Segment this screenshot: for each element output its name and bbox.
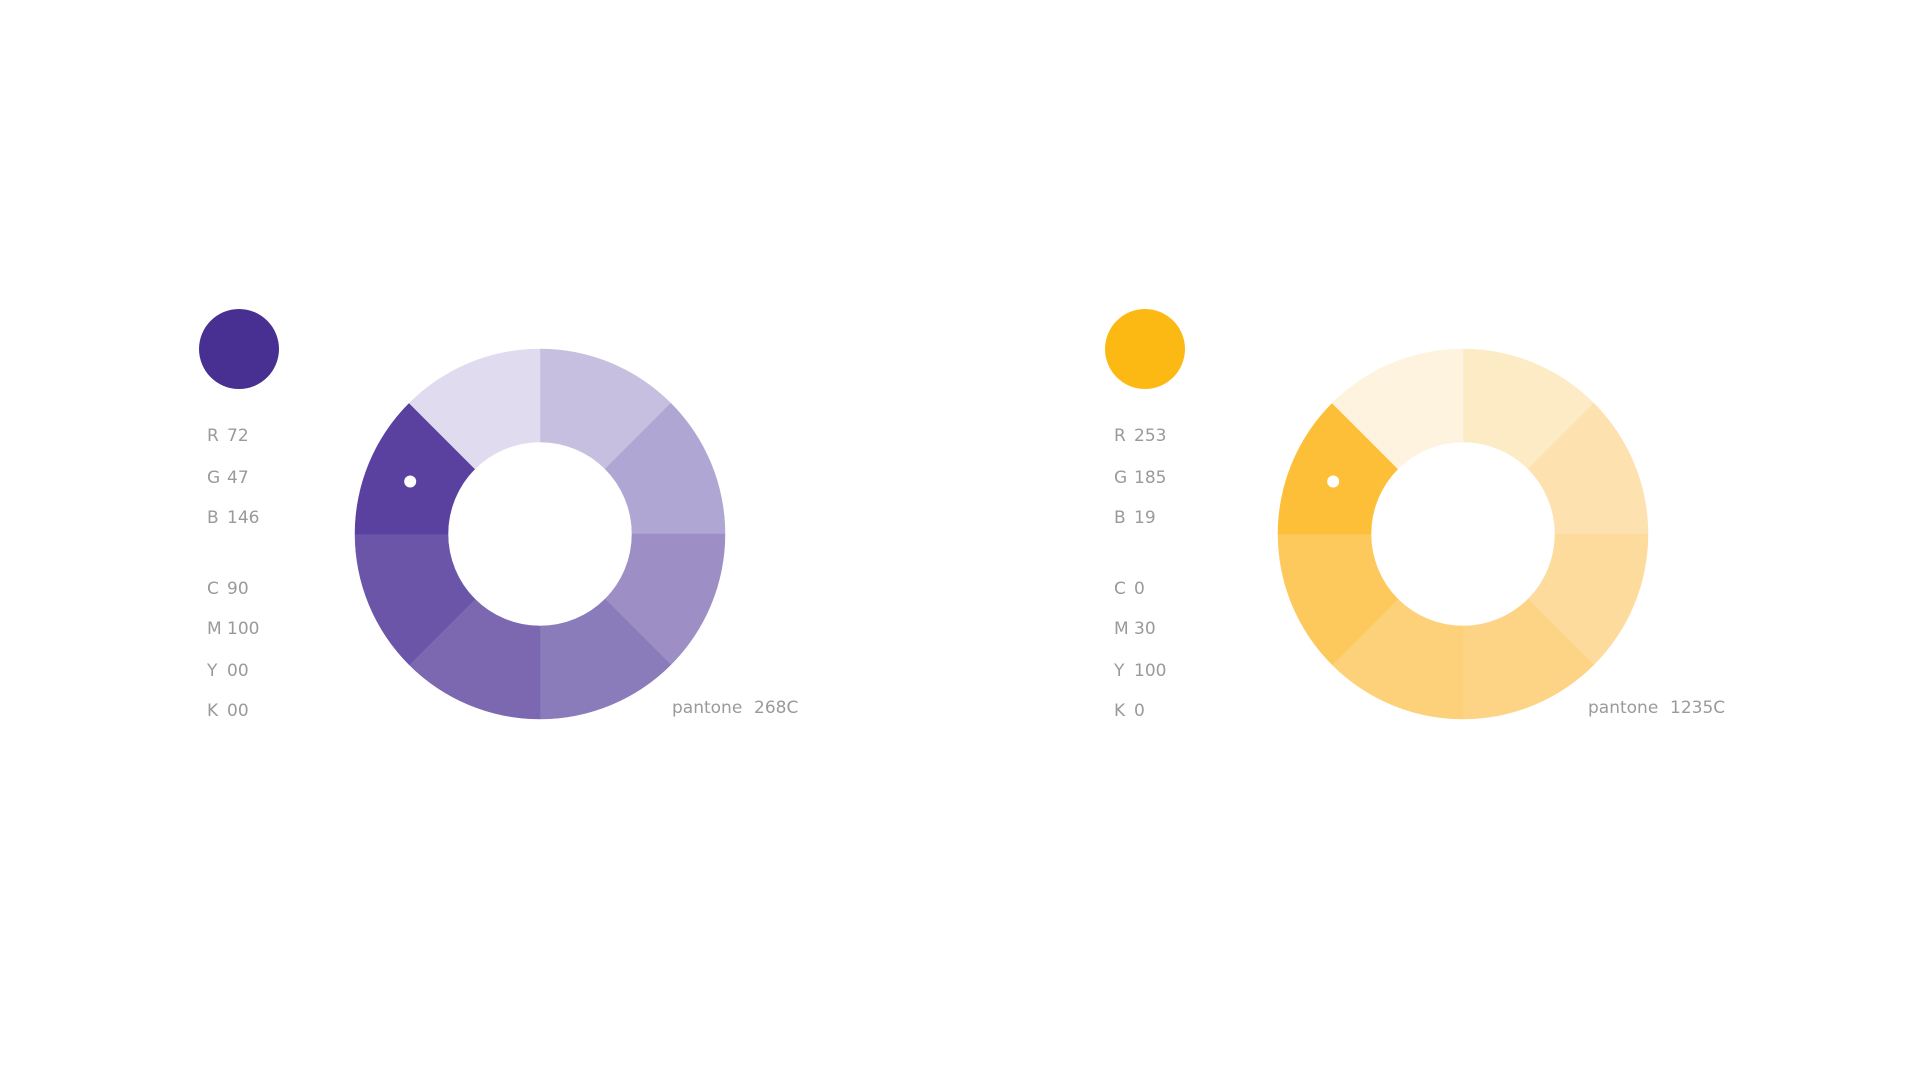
color-swatch — [199, 309, 279, 389]
channel-value: 72 — [227, 426, 249, 446]
channel-value: 253 — [1134, 426, 1166, 446]
channel-value: 00 — [227, 661, 249, 681]
channel-value: 0 — [1134, 579, 1145, 599]
channel-label: C — [207, 579, 219, 599]
pantone-code: 268C — [754, 698, 798, 718]
wheel-segment — [1331, 348, 1464, 470]
channel-label: G — [207, 468, 220, 488]
pantone-label: pantone — [1588, 698, 1658, 718]
channel-label: M — [207, 619, 222, 639]
pantone-code: 1235C — [1670, 698, 1725, 718]
channel-value: 19 — [1134, 508, 1156, 528]
channel-label: Y — [1113, 661, 1125, 681]
pantone-label: pantone — [672, 698, 742, 718]
channel-label: R — [207, 426, 219, 446]
channel-value: 100 — [227, 619, 259, 639]
channel-label: G — [1114, 468, 1127, 488]
channel-label: B — [1114, 508, 1126, 528]
channel-label: K — [1114, 701, 1126, 721]
channel-value: 30 — [1134, 619, 1156, 639]
channel-label: K — [207, 701, 219, 721]
channel-value: 0 — [1134, 701, 1145, 721]
channel-label: C — [1114, 579, 1126, 599]
channel-value: 185 — [1134, 468, 1166, 488]
color-swatch — [1105, 309, 1185, 389]
channel-label: Y — [206, 661, 218, 681]
channel-value: 00 — [227, 701, 249, 721]
channel-label: M — [1114, 619, 1129, 639]
wheel-segment — [408, 348, 541, 470]
channel-value: 90 — [227, 579, 249, 599]
channel-value: 146 — [227, 508, 259, 528]
selection-dot — [404, 475, 417, 488]
channel-label: B — [207, 508, 219, 528]
channel-label: R — [1114, 426, 1126, 446]
channel-value: 100 — [1134, 661, 1166, 681]
selection-dot — [1327, 475, 1340, 488]
channel-value: 47 — [227, 468, 249, 488]
